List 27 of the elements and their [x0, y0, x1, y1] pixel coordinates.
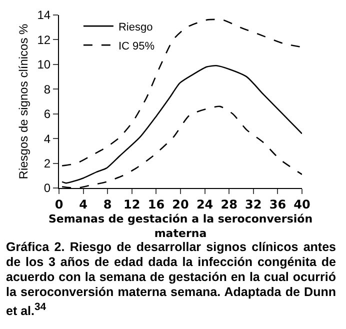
x-tick-label: 8: [103, 197, 112, 212]
x-axis-title: Semanas de gestación a la seroconversión materna: [48, 212, 313, 240]
text: Gráfica 2. Riesgo de desarrollar signos clínicos antes de los 3 años de edad dada la infección congénita de acuerdo con la semana de gestación en la cual ocurrió la seroconversión materna semana. Adaptada de Dunn et al.$^{34}$: [6, 240, 336, 320]
x-tick-label: 20: [172, 197, 189, 212]
x-tick-label: 28: [220, 197, 238, 212]
x-tick-label: 4: [79, 197, 88, 212]
legend-label: Riesgo: [118, 21, 153, 34]
y-tick-label: 10: [37, 58, 51, 72]
x-tick-label: 12: [124, 197, 140, 212]
y-tick-label: 12: [37, 32, 51, 47]
x-tick-label: 16: [148, 197, 165, 212]
line-series: [61, 18, 302, 166]
x-tick-label: 32: [245, 197, 262, 212]
line-series: [61, 65, 302, 184]
y-tick-label: 14: [37, 8, 51, 22]
y-tick-label: 6: [44, 107, 51, 122]
x-tick-label: 36: [269, 197, 286, 212]
y-tick-label: 0: [44, 181, 51, 196]
x-tick-label: 0: [54, 197, 64, 212]
legend-label: IC 95%: [118, 40, 155, 52]
y-tick-label: 8: [44, 82, 51, 96]
line-series: [61, 106, 302, 188]
y-tick-label: 2: [44, 156, 51, 170]
y-tick-label: 4: [44, 132, 51, 146]
x-tick-label: 24: [196, 197, 214, 212]
y-axis-title: Riesgos de signos clínicos %: [16, 23, 31, 180]
x-tick-label: 40: [294, 197, 310, 212]
